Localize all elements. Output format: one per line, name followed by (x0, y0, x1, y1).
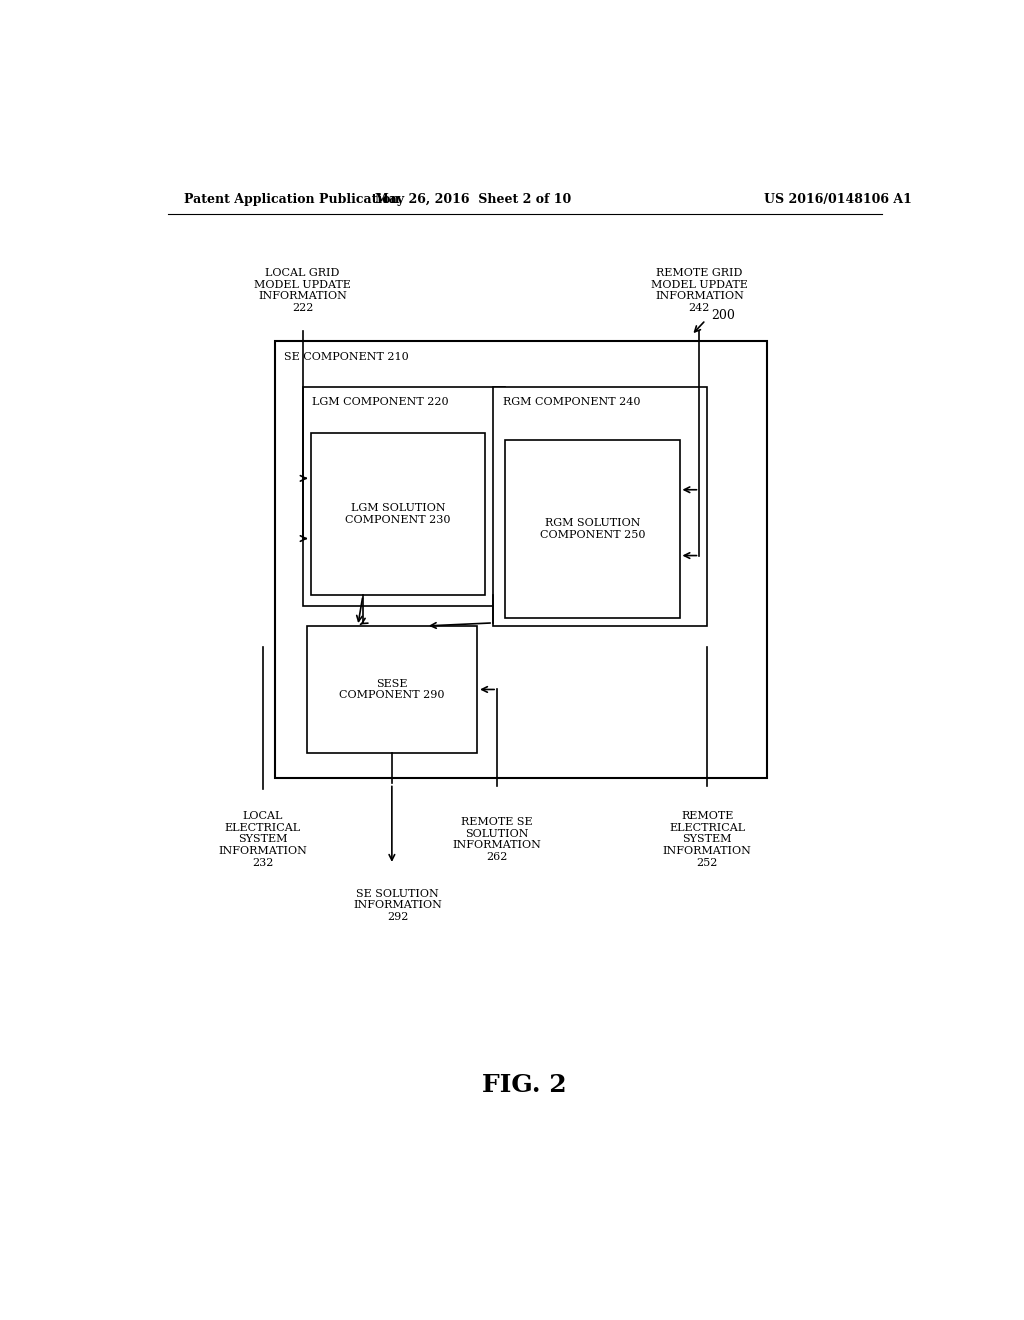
Text: REMOTE
ELECTRICAL
SYSTEM
INFORMATION
252: REMOTE ELECTRICAL SYSTEM INFORMATION 252 (663, 812, 752, 867)
Bar (505, 440, 680, 618)
Text: LGM COMPONENT 220: LGM COMPONENT 220 (312, 397, 449, 408)
Bar (494, 387, 708, 626)
Text: Patent Application Publication: Patent Application Publication (183, 193, 399, 206)
Text: RGM COMPONENT 240: RGM COMPONENT 240 (503, 397, 640, 408)
Text: REMOTE SE
SOLUTION
INFORMATION
262: REMOTE SE SOLUTION INFORMATION 262 (453, 817, 542, 862)
Text: LOCAL GRID
MODEL UPDATE
INFORMATION
222: LOCAL GRID MODEL UPDATE INFORMATION 222 (254, 268, 351, 313)
Text: 200: 200 (712, 309, 735, 322)
Text: SE SOLUTION
INFORMATION
292: SE SOLUTION INFORMATION 292 (353, 888, 442, 923)
Text: LGM SOLUTION
COMPONENT 230: LGM SOLUTION COMPONENT 230 (345, 503, 451, 525)
Bar (310, 433, 485, 595)
Text: RGM SOLUTION
COMPONENT 250: RGM SOLUTION COMPONENT 250 (540, 517, 645, 540)
Text: LOCAL
ELECTRICAL
SYSTEM
INFORMATION
232: LOCAL ELECTRICAL SYSTEM INFORMATION 232 (218, 812, 307, 867)
Bar (306, 626, 477, 752)
Text: US 2016/0148106 A1: US 2016/0148106 A1 (764, 193, 912, 206)
Text: May 26, 2016  Sheet 2 of 10: May 26, 2016 Sheet 2 of 10 (375, 193, 571, 206)
Text: SE COMPONENT 210: SE COMPONENT 210 (285, 351, 410, 362)
Text: FIG. 2: FIG. 2 (482, 1073, 567, 1097)
Bar (303, 387, 505, 606)
Text: SESE
COMPONENT 290: SESE COMPONENT 290 (339, 678, 444, 701)
Text: REMOTE GRID
MODEL UPDATE
INFORMATION
242: REMOTE GRID MODEL UPDATE INFORMATION 242 (651, 268, 748, 313)
Bar (274, 342, 767, 779)
